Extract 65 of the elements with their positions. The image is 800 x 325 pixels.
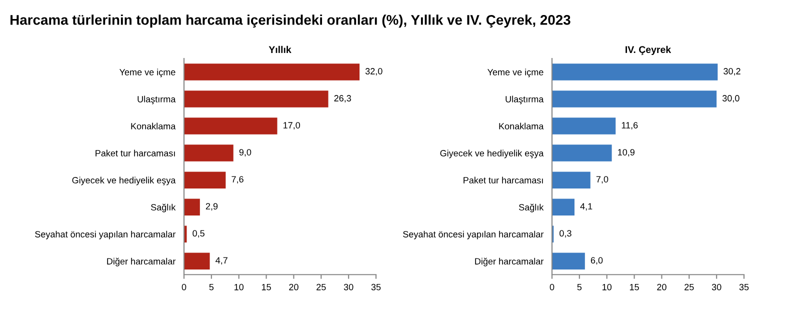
y-tick-label: Paket tur harcaması [96, 150, 175, 156]
y-tick-label: Diğer harcamalar [107, 258, 176, 266]
x-tick-label: 10 [234, 284, 244, 290]
x-tick-label: 5 [209, 284, 214, 290]
chart-subtitle: Yıllık [268, 46, 292, 53]
data-label: 26,3 [334, 95, 352, 103]
data-label: 4,1 [580, 203, 592, 211]
bar [184, 252, 210, 270]
x-tick-label: 0 [550, 284, 554, 290]
x-tick-label: 30 [344, 284, 354, 290]
y-tick-label: Konaklama [131, 122, 176, 130]
x-tick-label: 20 [289, 284, 298, 290]
bar [184, 198, 200, 216]
y-tick-label: Giyecek ve hediyelik eşya [72, 176, 176, 186]
y-tick-label: Ulaştırma [138, 96, 176, 104]
x-tick-label: 10 [602, 284, 612, 290]
data-label: 4,7 [216, 257, 228, 265]
y-tick-label: Diğer harcamalar [475, 258, 544, 266]
bar [552, 144, 612, 162]
x-tick-label: 5 [577, 284, 582, 290]
data-label: 32,0 [365, 68, 382, 76]
x-tick-label: 25 [316, 284, 326, 290]
x-tick-label: 20 [657, 284, 666, 290]
data-label: 11,6 [622, 122, 638, 130]
data-label: 17,0 [284, 122, 300, 130]
y-tick-label: Sağlık [518, 204, 544, 212]
data-label: 30,0 [722, 95, 740, 103]
bar [552, 198, 574, 216]
y-tick-label: Paket tur harcaması [464, 176, 543, 184]
x-tick-label: 15 [630, 284, 639, 290]
data-label: 7,6 [232, 176, 244, 184]
bar [552, 90, 717, 108]
y-tick-label: Yeme ve içme [119, 68, 176, 78]
data-label: 30,2 [724, 68, 740, 76]
data-label: 9,0 [239, 149, 252, 157]
bar [552, 172, 590, 188]
x-tick-label: 25 [684, 284, 694, 290]
y-tick-label: Konaklama [499, 122, 544, 130]
x-tick-label: 35 [739, 284, 749, 290]
y-tick-label: Seyahat öncesi yapılan harcamalar [403, 230, 544, 240]
bar [552, 118, 616, 134]
x-tick-label: 35 [371, 284, 381, 290]
y-tick-label: Ulaştırma [506, 96, 544, 104]
bar [184, 118, 278, 134]
y-tick-label: Giyecek ve hediyelik eşya [440, 150, 544, 158]
data-label: 6,0 [590, 257, 603, 265]
y-tick-label: Sağlık [150, 204, 176, 212]
x-tick-label: 30 [712, 284, 722, 290]
data-label: 10,9 [618, 149, 634, 157]
chart-title: Harcama türlerinin toplam harcama içerisindeki oranları (%), Yıllık ve IV. Çeyrek, 2023 [10, 14, 570, 28]
x-tick-label: 15 [262, 284, 271, 290]
x-tick-label: 0 [182, 284, 186, 290]
bar [184, 64, 360, 80]
bar [552, 64, 718, 80]
data-label: 0,5 [192, 230, 204, 238]
chart-subtitle: IV. Çeyrek [626, 46, 672, 55]
bar [184, 90, 328, 108]
bar [184, 172, 226, 188]
bar [552, 252, 585, 270]
data-label: 7,0 [596, 176, 608, 184]
bar [184, 144, 234, 162]
y-tick-label: Yeme ve içme [487, 68, 544, 78]
data-label: 2,9 [206, 203, 218, 211]
y-tick-label: Seyahat öncesi yapılan harcamalar [35, 230, 176, 240]
data-label: 0,3 [560, 230, 572, 238]
